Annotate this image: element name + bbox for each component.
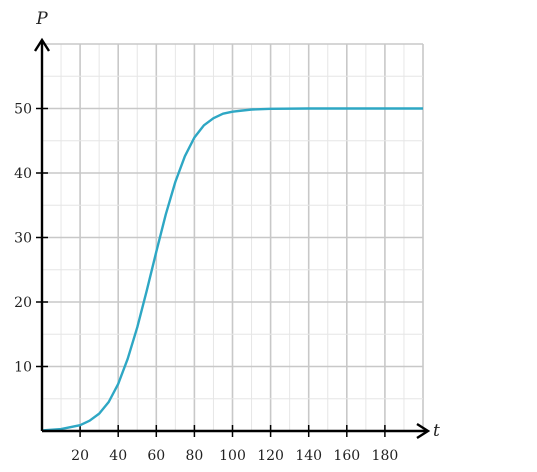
y-axis-label: P <box>35 9 48 29</box>
y-tick-label: 50 <box>14 102 32 118</box>
series-group <box>41 107 423 432</box>
x-tick-label: 60 <box>147 448 165 464</box>
x-tick-label: 160 <box>333 448 360 464</box>
y-tick-label: 20 <box>14 295 32 311</box>
x-tick-label: 180 <box>372 448 399 464</box>
y-tick-label: 40 <box>14 166 32 182</box>
x-tick-label: 80 <box>185 448 203 464</box>
axes <box>33 37 431 440</box>
x-tick-label: 140 <box>295 448 322 464</box>
series-line <box>41 107 423 432</box>
y-axis-ticks: 10 20 30 40 50 <box>14 102 48 376</box>
grid <box>42 43 424 431</box>
y-tick-label: 30 <box>14 231 32 247</box>
x-axis-arrow <box>416 422 431 440</box>
x-tick-label: 20 <box>71 448 89 464</box>
x-tick-label: 100 <box>219 448 246 464</box>
x-tick-label: 120 <box>257 448 284 464</box>
y-tick-label: 10 <box>14 360 32 376</box>
x-axis-label: t <box>433 421 440 441</box>
y-axis-arrow <box>33 37 51 52</box>
x-tick-label: 40 <box>109 448 127 464</box>
